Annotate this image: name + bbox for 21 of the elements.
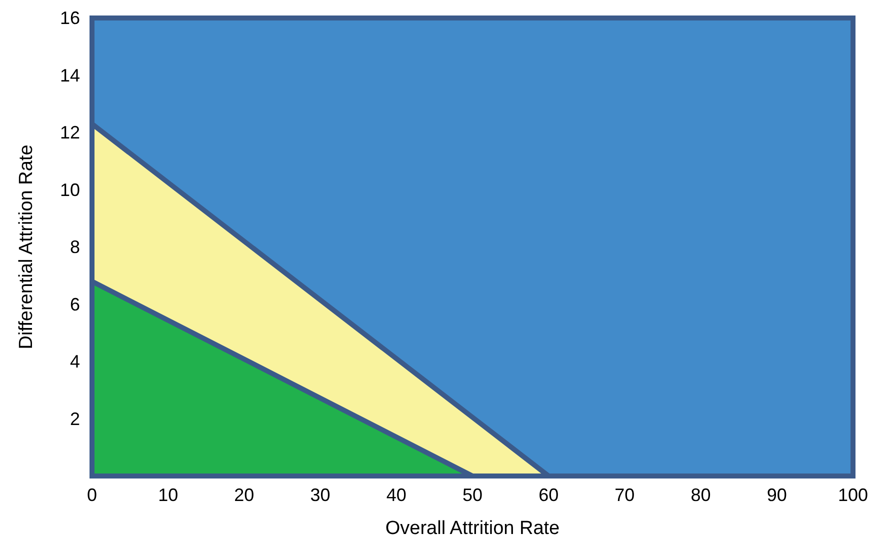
x-axis-title: Overall Attrition Rate — [385, 518, 560, 539]
y-axis-title: Differential Attrition Rate — [16, 144, 37, 350]
y-tick-label: 10 — [60, 180, 80, 200]
x-tick-label: 70 — [614, 485, 635, 505]
y-tick-label: 8 — [70, 237, 80, 257]
y-tick-label: 6 — [70, 294, 80, 314]
y-tick-label: 16 — [60, 8, 80, 28]
x-tick-label: 40 — [386, 485, 406, 505]
y-tick-label: 4 — [70, 352, 80, 372]
y-tick-label: 12 — [60, 122, 80, 142]
x-tick-label: 10 — [158, 485, 178, 505]
x-tick-label: 60 — [538, 485, 559, 505]
x-tick-label: 20 — [234, 485, 254, 505]
x-tick-label: 100 — [838, 485, 868, 505]
x-tick-label: 90 — [766, 485, 787, 505]
y-tick-label: 2 — [70, 408, 80, 429]
y-tick-label: 14 — [60, 65, 80, 86]
x-tick-label: 80 — [690, 485, 711, 505]
x-tick-label: 50 — [462, 485, 483, 505]
x-tick-label: 0 — [86, 485, 98, 505]
x-tick-label: 30 — [310, 485, 330, 505]
